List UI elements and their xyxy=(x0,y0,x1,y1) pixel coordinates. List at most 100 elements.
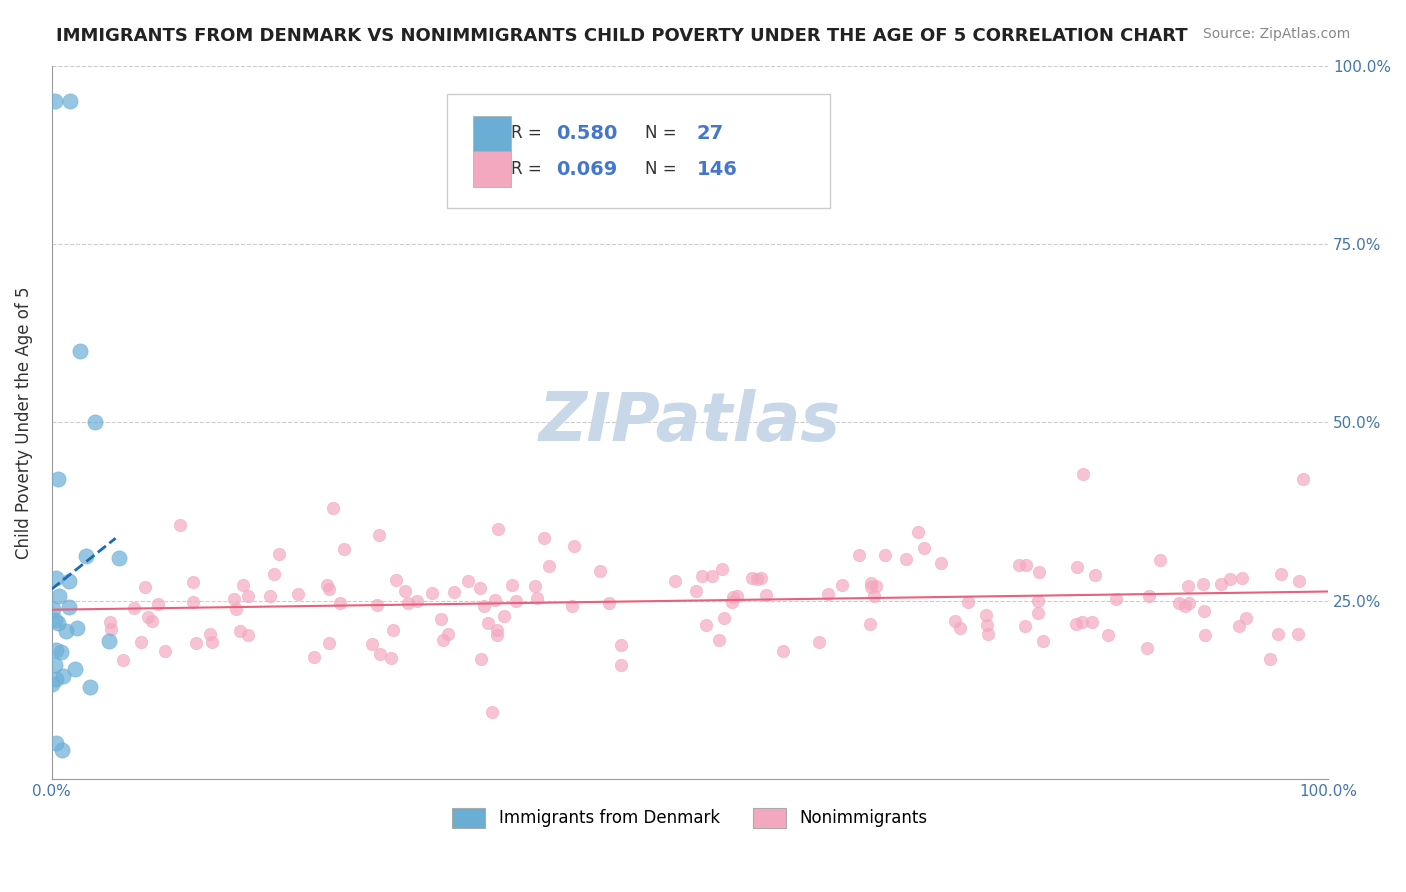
Point xyxy=(1192,604,1215,618)
Point xyxy=(329,596,352,610)
Point xyxy=(457,574,479,588)
Point xyxy=(1084,568,1107,582)
Point xyxy=(380,651,402,665)
Point xyxy=(405,594,427,608)
Point xyxy=(432,632,454,647)
Point xyxy=(318,582,340,597)
Point xyxy=(481,705,503,719)
Point xyxy=(58,599,80,614)
Point xyxy=(690,569,713,583)
Point xyxy=(41,677,63,691)
Point xyxy=(45,673,67,687)
Point xyxy=(695,618,717,632)
Point xyxy=(505,593,527,607)
Point xyxy=(875,548,897,562)
Point xyxy=(1286,627,1309,641)
Point xyxy=(59,95,82,109)
Text: N =: N = xyxy=(645,160,682,178)
Point xyxy=(45,736,67,750)
Point xyxy=(713,611,735,625)
Point xyxy=(664,574,686,589)
Point xyxy=(1178,596,1201,610)
Point xyxy=(1137,589,1160,603)
Point xyxy=(907,525,929,540)
Point xyxy=(526,591,548,605)
Point xyxy=(1015,558,1038,573)
FancyBboxPatch shape xyxy=(472,152,512,186)
Point xyxy=(745,572,768,586)
Point xyxy=(382,623,405,637)
Point xyxy=(318,636,340,650)
Point xyxy=(385,573,408,587)
Point xyxy=(1177,579,1199,593)
Point xyxy=(1227,619,1250,633)
Text: 146: 146 xyxy=(696,160,737,178)
Point xyxy=(1135,641,1157,656)
Point xyxy=(1194,628,1216,642)
Point xyxy=(1032,633,1054,648)
Point xyxy=(45,643,67,657)
Point xyxy=(155,644,177,658)
Text: N =: N = xyxy=(645,124,682,143)
Point xyxy=(396,596,419,610)
Point xyxy=(420,586,443,600)
Point xyxy=(198,627,221,641)
Point xyxy=(1149,553,1171,567)
Point xyxy=(598,597,620,611)
Point xyxy=(1105,591,1128,606)
Point xyxy=(42,602,65,616)
Point xyxy=(1026,594,1049,608)
Point xyxy=(287,587,309,601)
Point xyxy=(863,589,886,603)
Point xyxy=(44,95,66,109)
Point xyxy=(225,602,247,616)
Point xyxy=(222,592,245,607)
Point xyxy=(943,614,966,628)
Point xyxy=(831,578,853,592)
Text: IMMIGRANTS FROM DENMARK VS NONIMMIGRANTS CHILD POVERTY UNDER THE AGE OF 5 CORREL: IMMIGRANTS FROM DENMARK VS NONIMMIGRANTS… xyxy=(56,27,1188,45)
Point xyxy=(236,590,259,604)
Point xyxy=(49,645,72,659)
Point xyxy=(859,575,882,590)
Point xyxy=(561,599,583,613)
Point xyxy=(1097,628,1119,642)
Point xyxy=(332,542,354,557)
Text: Source: ZipAtlas.com: Source: ZipAtlas.com xyxy=(1202,27,1350,41)
Point xyxy=(98,634,121,648)
Point xyxy=(134,580,156,594)
Point xyxy=(1070,615,1092,630)
Point xyxy=(366,598,388,612)
Point xyxy=(122,601,145,615)
Point xyxy=(725,590,748,604)
Point xyxy=(108,551,131,566)
Text: ZIPatlas: ZIPatlas xyxy=(538,389,841,455)
Point xyxy=(755,588,778,602)
Point xyxy=(711,562,734,576)
Point xyxy=(1267,627,1289,641)
Legend: Immigrants from Denmark, Nonimmigrants: Immigrants from Denmark, Nonimmigrants xyxy=(446,801,935,835)
Point xyxy=(79,680,101,694)
Point xyxy=(361,637,384,651)
FancyBboxPatch shape xyxy=(472,116,512,152)
Point xyxy=(1209,577,1232,591)
Point xyxy=(1014,618,1036,632)
Point xyxy=(741,571,763,585)
Point xyxy=(58,574,80,589)
Point xyxy=(368,647,391,661)
Point xyxy=(111,652,134,666)
Point xyxy=(141,614,163,628)
Point xyxy=(181,594,204,608)
Point xyxy=(129,634,152,648)
Point xyxy=(201,635,224,649)
Point xyxy=(749,571,772,585)
Point xyxy=(1230,571,1253,585)
Text: 27: 27 xyxy=(696,124,724,143)
Point xyxy=(772,644,794,658)
Point xyxy=(929,556,952,570)
Point xyxy=(84,415,107,429)
Point xyxy=(236,627,259,641)
Point xyxy=(858,616,880,631)
Point xyxy=(1219,572,1241,586)
Point xyxy=(609,658,631,673)
Point xyxy=(702,569,724,583)
